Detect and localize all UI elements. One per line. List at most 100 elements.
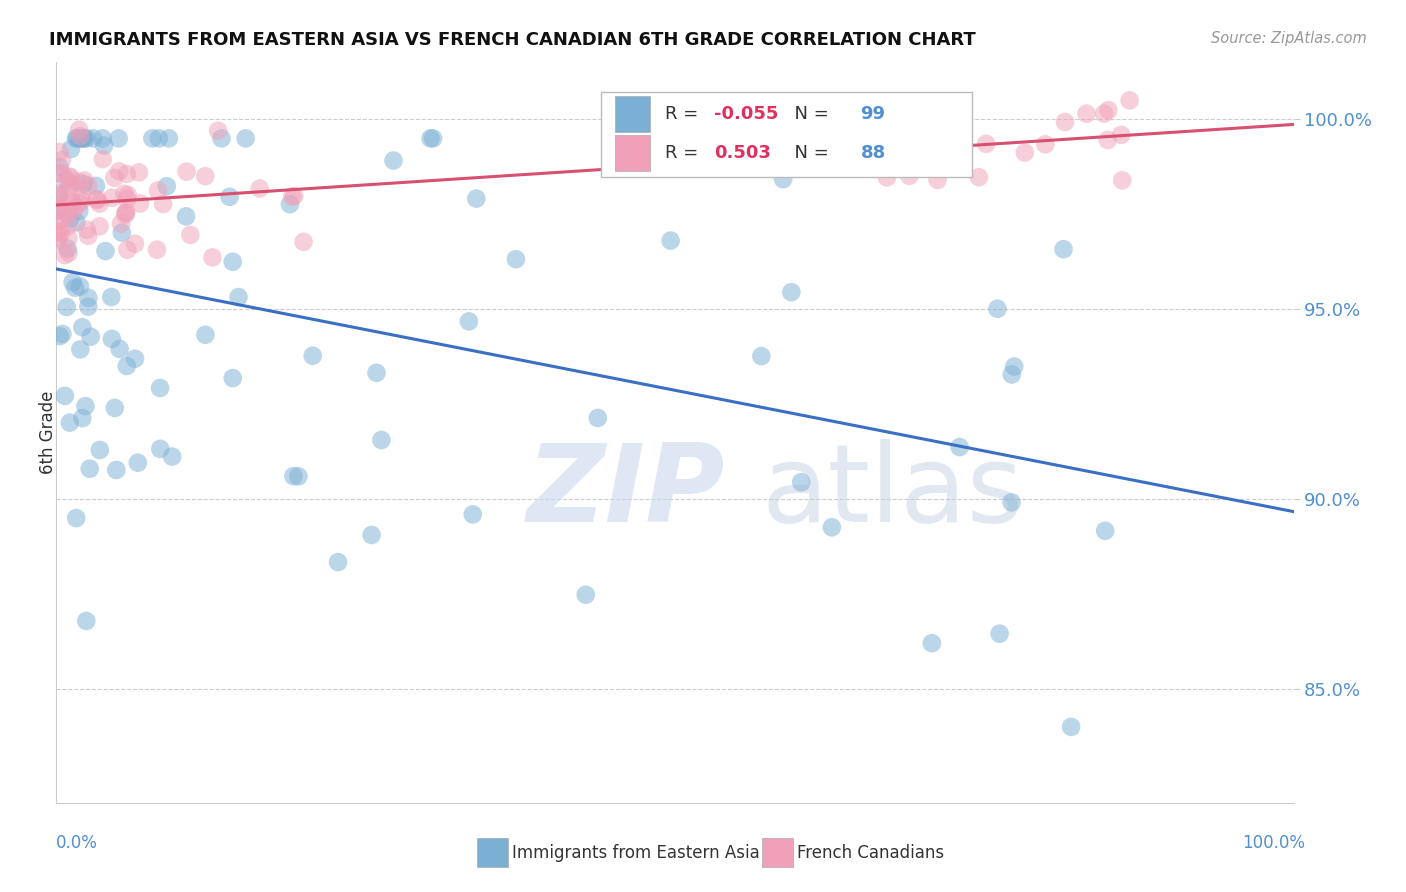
- Point: [1109, 128, 1132, 142]
- Point: [201, 251, 224, 265]
- Point: [46, 203, 69, 218]
- Text: 100.0%: 100.0%: [1241, 834, 1305, 852]
- Point: [876, 170, 898, 185]
- Point: [898, 169, 921, 183]
- Point: [86, 193, 108, 207]
- Point: [283, 469, 305, 483]
- Point: [382, 153, 405, 168]
- Point: [89, 219, 111, 234]
- Point: [82, 131, 104, 145]
- Point: [1053, 115, 1076, 129]
- Point: [63, 200, 86, 214]
- Point: [51, 326, 73, 341]
- Text: -0.055: -0.055: [714, 105, 779, 123]
- Point: [1014, 145, 1036, 160]
- Point: [91, 131, 114, 145]
- Text: R =: R =: [665, 105, 704, 123]
- Point: [86, 192, 108, 206]
- Point: [76, 222, 98, 236]
- Point: [62, 275, 84, 289]
- Point: [148, 131, 170, 145]
- Point: [56, 207, 79, 221]
- Point: [586, 411, 609, 425]
- Bar: [616, 96, 650, 132]
- Point: [114, 208, 136, 222]
- Point: [72, 411, 94, 425]
- Point: [1097, 103, 1119, 117]
- Point: [58, 231, 80, 245]
- Point: [69, 279, 91, 293]
- Point: [967, 170, 990, 185]
- Point: [790, 475, 813, 490]
- Point: [67, 175, 90, 189]
- Point: [228, 290, 250, 304]
- Text: N =: N =: [783, 105, 834, 123]
- Point: [53, 248, 76, 262]
- Point: [360, 528, 382, 542]
- Point: [107, 131, 129, 145]
- Point: [100, 290, 122, 304]
- Y-axis label: 6th Grade: 6th Grade: [39, 391, 56, 475]
- Point: [366, 366, 388, 380]
- Point: [160, 450, 183, 464]
- Point: [104, 401, 127, 415]
- Point: [55, 197, 77, 211]
- Point: [72, 177, 94, 191]
- Point: [59, 416, 82, 430]
- Point: [69, 129, 91, 144]
- Point: [46, 234, 69, 248]
- Point: [194, 327, 217, 342]
- Point: [326, 555, 349, 569]
- Point: [103, 170, 125, 185]
- Point: [129, 196, 152, 211]
- Point: [58, 246, 80, 260]
- Point: [55, 300, 77, 314]
- Text: Source: ZipAtlas.com: Source: ZipAtlas.com: [1211, 31, 1367, 46]
- Point: [283, 189, 305, 203]
- Point: [77, 178, 100, 193]
- Point: [146, 183, 169, 197]
- Point: [128, 165, 150, 179]
- Point: [174, 210, 197, 224]
- Point: [772, 172, 794, 186]
- Point: [93, 138, 115, 153]
- Point: [860, 112, 883, 127]
- Point: [65, 215, 87, 229]
- Point: [1033, 137, 1056, 152]
- Point: [222, 371, 245, 385]
- Point: [51, 226, 73, 240]
- Point: [73, 131, 96, 145]
- Point: [218, 190, 240, 204]
- Point: [211, 131, 233, 145]
- Point: [59, 179, 82, 194]
- Point: [457, 314, 479, 328]
- Point: [77, 291, 100, 305]
- Point: [988, 626, 1011, 640]
- Point: [69, 343, 91, 357]
- Point: [94, 244, 117, 258]
- Point: [65, 131, 87, 145]
- Point: [115, 192, 138, 206]
- Point: [115, 359, 138, 373]
- Text: French Canadians: French Canadians: [797, 844, 945, 862]
- Point: [1092, 106, 1115, 120]
- Point: [575, 588, 598, 602]
- Point: [1002, 359, 1025, 374]
- Point: [59, 211, 82, 226]
- Point: [77, 228, 100, 243]
- Text: ZIP: ZIP: [526, 439, 724, 545]
- Point: [49, 214, 72, 228]
- Point: [935, 134, 957, 148]
- Point: [115, 206, 138, 220]
- Point: [921, 636, 943, 650]
- Point: [156, 179, 179, 194]
- Point: [89, 196, 111, 211]
- Point: [77, 300, 100, 314]
- Point: [281, 189, 304, 203]
- Point: [1076, 106, 1098, 120]
- Point: [59, 176, 82, 190]
- Point: [51, 167, 73, 181]
- Point: [146, 243, 169, 257]
- Point: [46, 190, 69, 204]
- Point: [48, 329, 70, 343]
